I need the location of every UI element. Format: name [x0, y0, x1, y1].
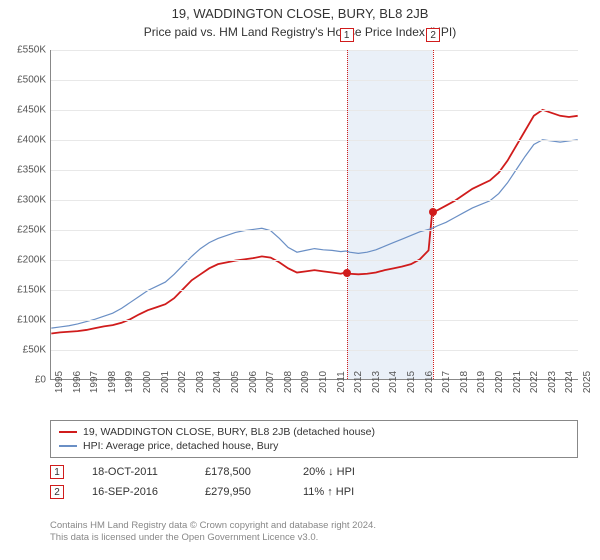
x-axis-label: 2010: [318, 371, 329, 393]
sale-row: 1 18-OCT-2011 £178,500 20% ↓ HPI: [50, 462, 383, 482]
y-axis-label: £500K: [6, 75, 46, 86]
sale-price: £178,500: [205, 466, 275, 478]
sales-table: 1 18-OCT-2011 £178,500 20% ↓ HPI 2 16-SEP-201…: [50, 462, 383, 502]
footnote: Contains HM Land Registry data © Crown c…: [50, 520, 376, 545]
x-axis-label: 2013: [371, 371, 382, 393]
gridline: [51, 290, 578, 291]
footnote-line-1: Contains HM Land Registry data © Crown c…: [50, 520, 376, 532]
sale-row-marker: 2: [50, 485, 64, 499]
x-axis-label: 2014: [388, 371, 399, 393]
x-axis-label: 2004: [212, 371, 223, 393]
legend-label: 19, WADDINGTON CLOSE, BURY, BL8 2JB (det…: [83, 426, 375, 438]
y-axis-label: £150K: [6, 285, 46, 296]
y-axis-label: £50K: [6, 345, 46, 356]
sale-diff: 11% ↑ HPI: [303, 486, 383, 498]
x-axis-label: 2009: [300, 371, 311, 393]
sale-point: [343, 269, 351, 277]
gridline: [51, 50, 578, 51]
series-price_paid: [51, 110, 577, 334]
x-axis-label: 2022: [529, 371, 540, 393]
x-axis-label: 1995: [54, 371, 65, 393]
sale-marker-line: [347, 50, 348, 379]
x-axis-label: 2001: [160, 371, 171, 393]
x-axis-label: 2021: [512, 371, 523, 393]
y-axis-label: £0: [6, 375, 46, 386]
x-axis-label: 2018: [459, 371, 470, 393]
x-axis-label: 2006: [248, 371, 259, 393]
x-axis-label: 2017: [441, 371, 452, 393]
x-axis-label: 2020: [494, 371, 505, 393]
x-axis-label: 2024: [564, 371, 575, 393]
x-axis-label: 2007: [265, 371, 276, 393]
sale-date: 18-OCT-2011: [92, 466, 177, 478]
legend-swatch: [59, 445, 77, 446]
sale-row: 2 16-SEP-2016 £279,950 11% ↑ HPI: [50, 482, 383, 502]
gridline: [51, 110, 578, 111]
x-axis-label: 2012: [353, 371, 364, 393]
line-series-svg: [51, 50, 578, 379]
plot-area: £0£50K£100K£150K£200K£250K£300K£350K£400…: [50, 50, 578, 380]
legend-label: HPI: Average price, detached house, Bury: [83, 440, 278, 452]
x-axis-label: 2025: [582, 371, 593, 393]
x-axis-label: 2008: [283, 371, 294, 393]
footnote-line-2: This data is licensed under the Open Gov…: [50, 532, 376, 544]
gridline: [51, 260, 578, 261]
x-axis-label: 1998: [107, 371, 118, 393]
series-hpi: [51, 140, 577, 328]
x-axis-label: 2002: [177, 371, 188, 393]
sale-date: 16-SEP-2016: [92, 486, 177, 498]
x-axis-label: 2015: [406, 371, 417, 393]
x-axis-label: 1999: [124, 371, 135, 393]
sale-marker-box: 1: [340, 28, 354, 42]
legend-row: 19, WADDINGTON CLOSE, BURY, BL8 2JB (det…: [59, 425, 569, 439]
y-axis-label: £100K: [6, 315, 46, 326]
sale-diff: 20% ↓ HPI: [303, 466, 383, 478]
y-axis-label: £200K: [6, 255, 46, 266]
gridline: [51, 350, 578, 351]
x-axis-label: 2005: [230, 371, 241, 393]
x-axis-label: 1996: [72, 371, 83, 393]
gridline: [51, 320, 578, 321]
gridline: [51, 140, 578, 141]
x-axis-label: 2000: [142, 371, 153, 393]
sale-price: £279,950: [205, 486, 275, 498]
x-axis-label: 2003: [195, 371, 206, 393]
x-axis-label: 2019: [476, 371, 487, 393]
y-axis-label: £250K: [6, 225, 46, 236]
sale-point: [429, 208, 437, 216]
sale-row-marker: 1: [50, 465, 64, 479]
x-axis-label: 2023: [547, 371, 558, 393]
y-axis-label: £300K: [6, 195, 46, 206]
x-axis-label: 2011: [336, 371, 347, 393]
y-axis-label: £350K: [6, 165, 46, 176]
y-axis-label: £550K: [6, 45, 46, 56]
y-axis-label: £450K: [6, 105, 46, 116]
sale-marker-box: 2: [426, 28, 440, 42]
legend: 19, WADDINGTON CLOSE, BURY, BL8 2JB (det…: [50, 420, 578, 458]
chart-container: 19, WADDINGTON CLOSE, BURY, BL8 2JB Pric…: [0, 0, 600, 560]
chart-title: 19, WADDINGTON CLOSE, BURY, BL8 2JB: [0, 0, 600, 21]
legend-row: HPI: Average price, detached house, Bury: [59, 439, 569, 453]
chart-subtitle: Price paid vs. HM Land Registry's House …: [0, 21, 600, 39]
gridline: [51, 230, 578, 231]
gridline: [51, 170, 578, 171]
gridline: [51, 80, 578, 81]
y-axis-label: £400K: [6, 135, 46, 146]
gridline: [51, 200, 578, 201]
legend-swatch: [59, 431, 77, 433]
x-axis-label: 1997: [89, 371, 100, 393]
